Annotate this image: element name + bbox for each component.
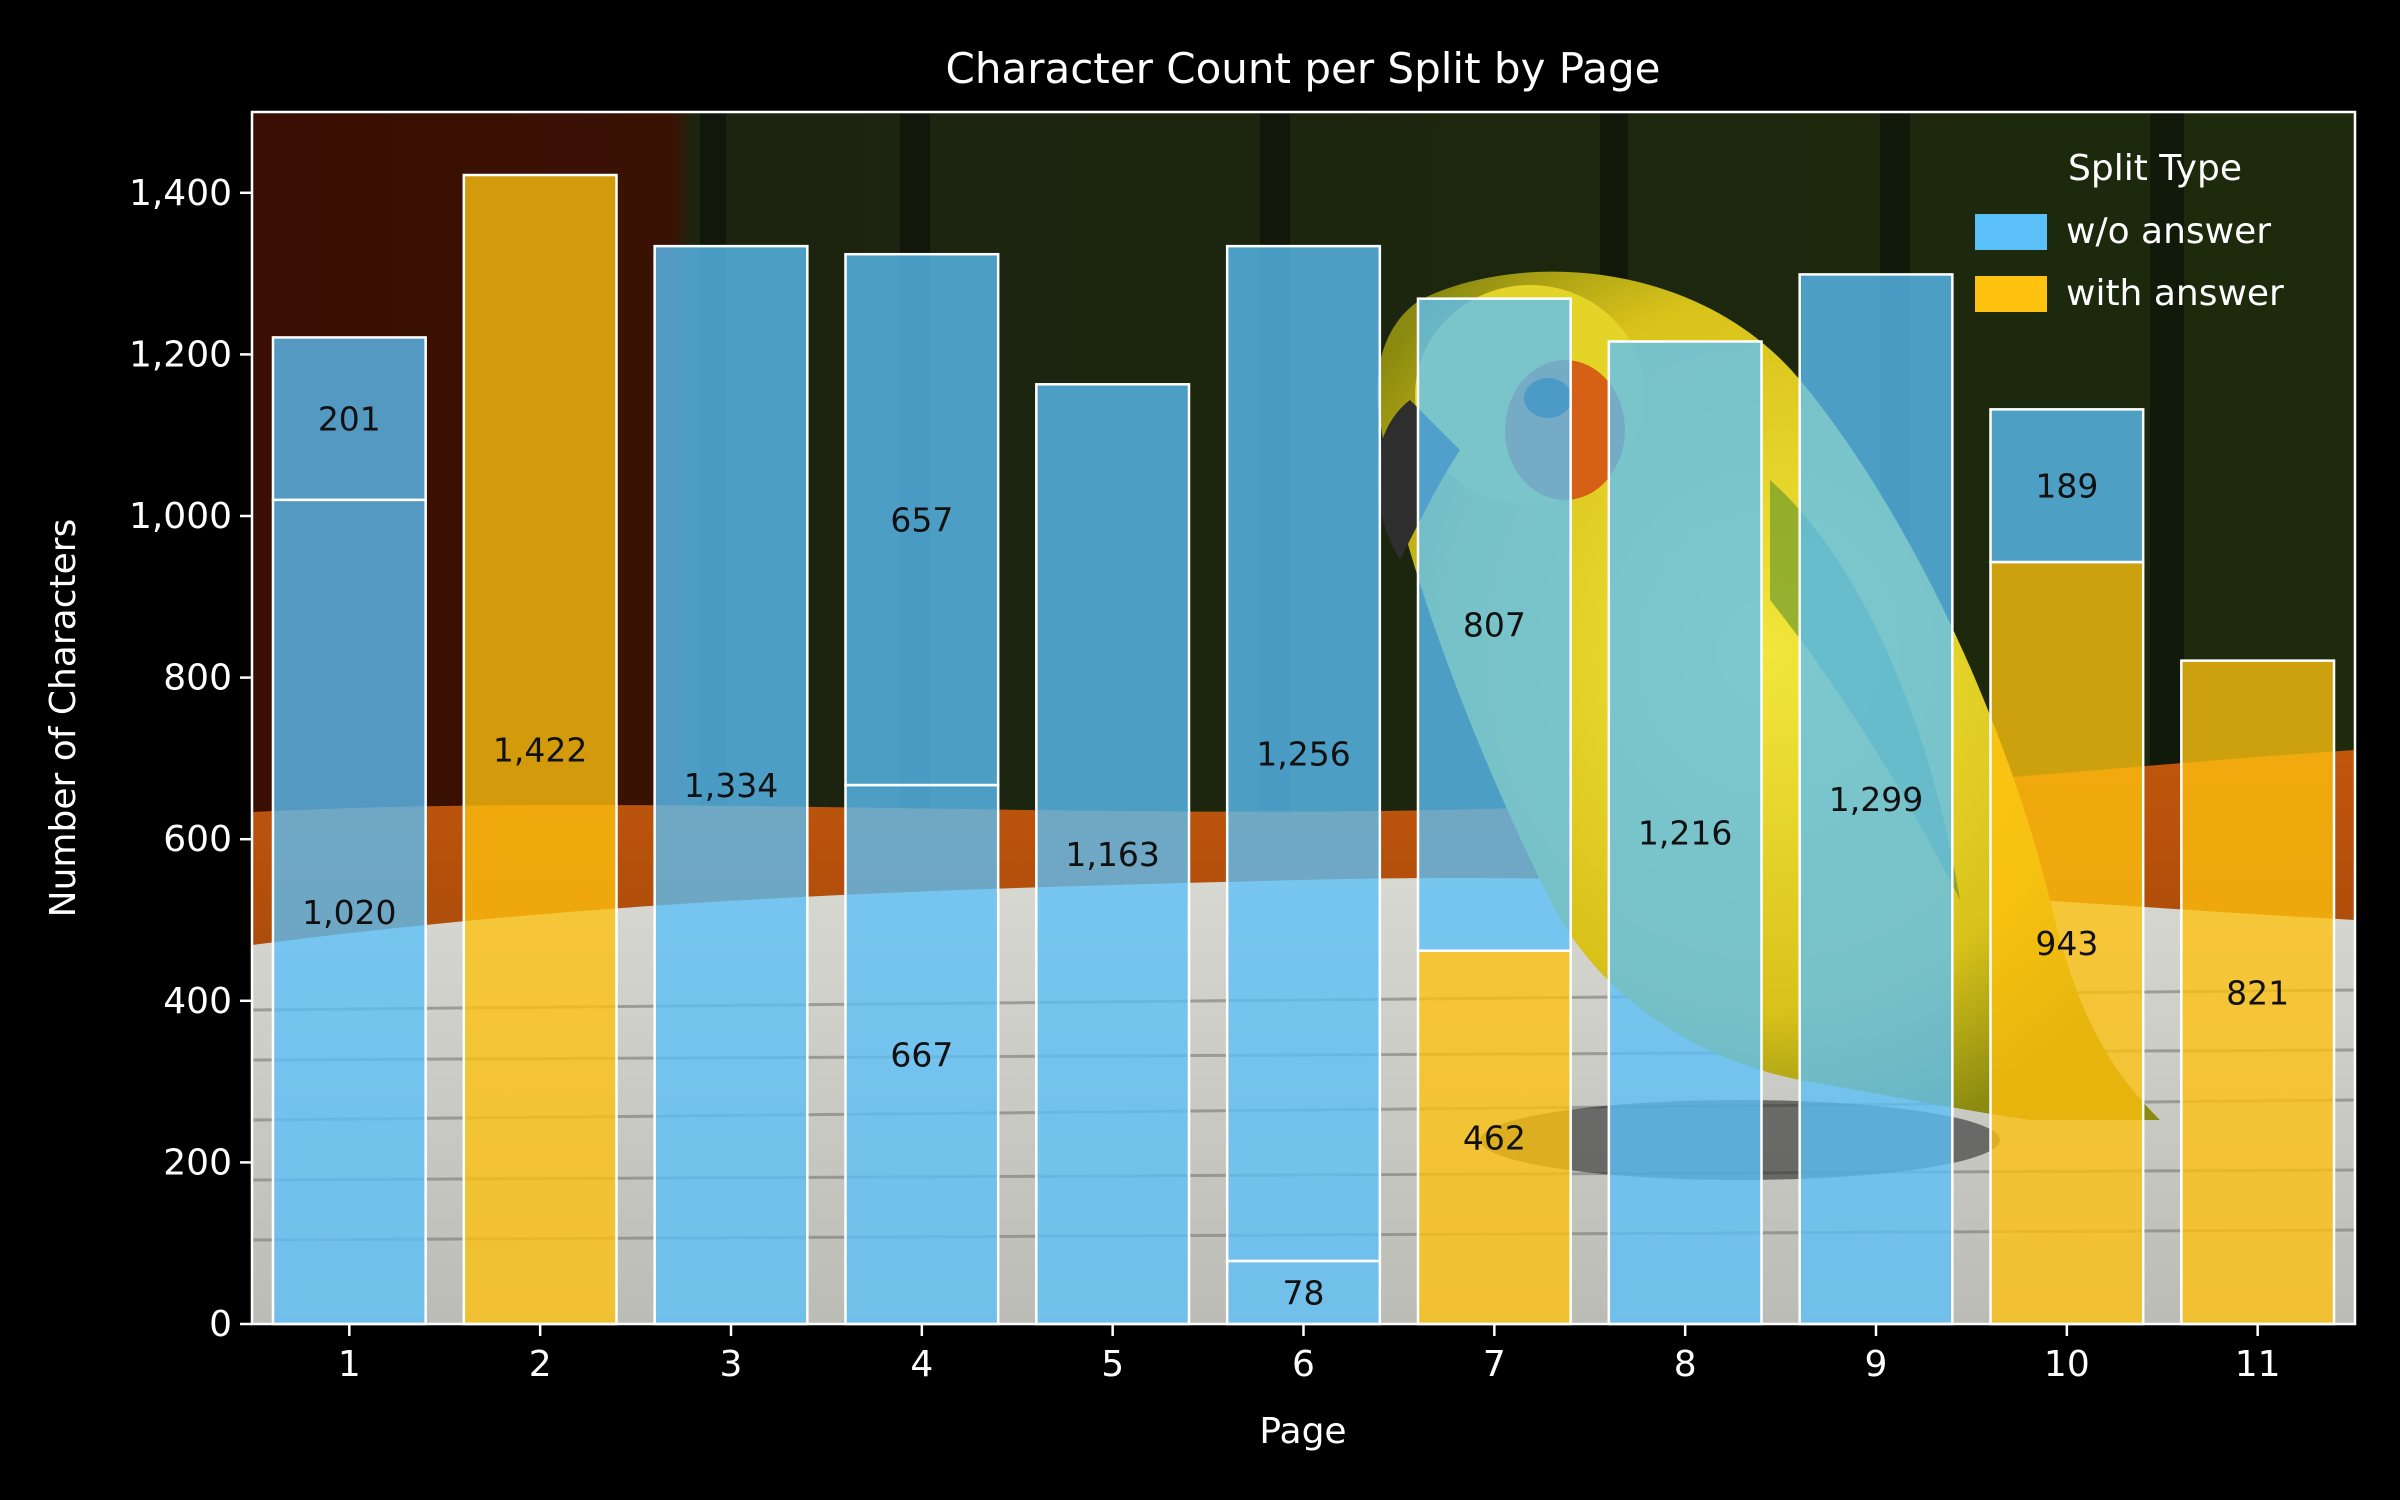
x-tick-label: 5 (1101, 1344, 1124, 1385)
bar-page-2-with-answer-1 (462, 173, 618, 1326)
data-label-page-10-1: 943 (2035, 924, 2098, 963)
data-label-page-7-2: 807 (1463, 606, 1526, 645)
bar-page-7-w-o-answer-2 (1416, 297, 1572, 952)
data-label-page-1-1: 1,020 (302, 893, 396, 932)
x-tick-label: 3 (720, 1344, 743, 1385)
bar-page-4-w-o-answer-1 (844, 783, 1000, 1326)
bar-page-10-with-answer-1 (1989, 560, 2145, 1326)
y-tick-label: 600 (163, 819, 232, 860)
x-tick-label: 9 (1865, 1344, 1888, 1385)
data-label-page-2-1: 1,422 (493, 731, 587, 770)
data-label-page-3-1: 1,334 (684, 766, 778, 805)
legend: Split Type w/o answer with answer (1975, 148, 2284, 314)
legend-label-wo-answer: w/o answer (2066, 211, 2271, 252)
x-tick-label: 2 (529, 1344, 552, 1385)
data-label-page-7-1: 462 (1463, 1118, 1526, 1157)
bar-page-5-w-o-answer-1 (1035, 383, 1191, 1326)
data-label-page-4-1: 667 (890, 1036, 953, 1075)
data-label-page-9-1: 1,299 (1829, 780, 1923, 819)
x-axis: 1 2 3 4 5 6 7 8 9 10 11 (338, 1324, 2281, 1385)
bar-page-7-with-answer-1 (1416, 949, 1572, 1326)
y-axis-label: Number of Characters (43, 519, 84, 918)
bar-page-11-with-answer-1 (2180, 659, 2336, 1326)
data-label-page-11-1: 821 (2226, 973, 2289, 1012)
legend-title: Split Type (2068, 148, 2242, 189)
bar-page-10-w-o-answer-2 (1989, 408, 2145, 564)
data-label-page-6-2: 1,256 (1256, 735, 1350, 774)
data-label-page-1-2: 201 (318, 400, 381, 439)
data-label-page-8-1: 1,216 (1638, 814, 1732, 853)
bar-page-8-w-o-answer-1 (1607, 340, 1763, 1326)
x-tick-label: 7 (1483, 1344, 1506, 1385)
x-axis-label: Page (1259, 1411, 1346, 1452)
legend-swatch-with-answer (1975, 276, 2047, 312)
bar-page-4-w-o-answer-2 (844, 252, 1000, 787)
data-label-page-4-2: 657 (890, 501, 953, 540)
y-tick-label: 200 (163, 1142, 232, 1183)
x-tick-label: 4 (910, 1344, 933, 1385)
bar-page-3-w-o-answer-1 (653, 244, 809, 1326)
legend-swatch-wo-answer (1975, 214, 2047, 250)
y-tick-label: 1,200 (129, 334, 232, 375)
bar-page-1-w-o-answer-1 (271, 498, 427, 1326)
x-tick-label: 6 (1292, 1344, 1315, 1385)
data-label-page-6-1: 78 (1283, 1273, 1325, 1312)
x-tick-label: 1 (338, 1344, 361, 1385)
bar-page-9-w-o-answer-1 (1798, 273, 1954, 1326)
x-tick-label: 8 (1674, 1344, 1697, 1385)
y-tick-label: 1,000 (129, 496, 232, 537)
y-tick-label: 800 (163, 658, 232, 699)
y-tick-label: 1,400 (129, 173, 232, 214)
y-tick-label: 400 (163, 981, 232, 1022)
legend-label-with-answer: with answer (2066, 273, 2284, 314)
data-label-page-5-1: 1,163 (1065, 835, 1159, 874)
data-label-page-10-2: 189 (2035, 467, 2098, 506)
bar-page-1-w-o-answer-2 (271, 336, 427, 502)
chart-title: Character Count per Split by Page (946, 44, 1661, 93)
y-tick-label: 0 (209, 1304, 232, 1345)
bar-page-6-w-o-answer-2 (1225, 244, 1382, 1263)
bars-layer: 1,020 201 1,422 1,334 667 657 1,163 78 1,256 462 8… (271, 173, 2336, 1326)
x-tick-label: 11 (2235, 1344, 2281, 1385)
y-axis: 0 200 400 600 800 1,000 1,200 1,400 (129, 173, 252, 1345)
x-tick-label: 10 (2044, 1344, 2090, 1385)
